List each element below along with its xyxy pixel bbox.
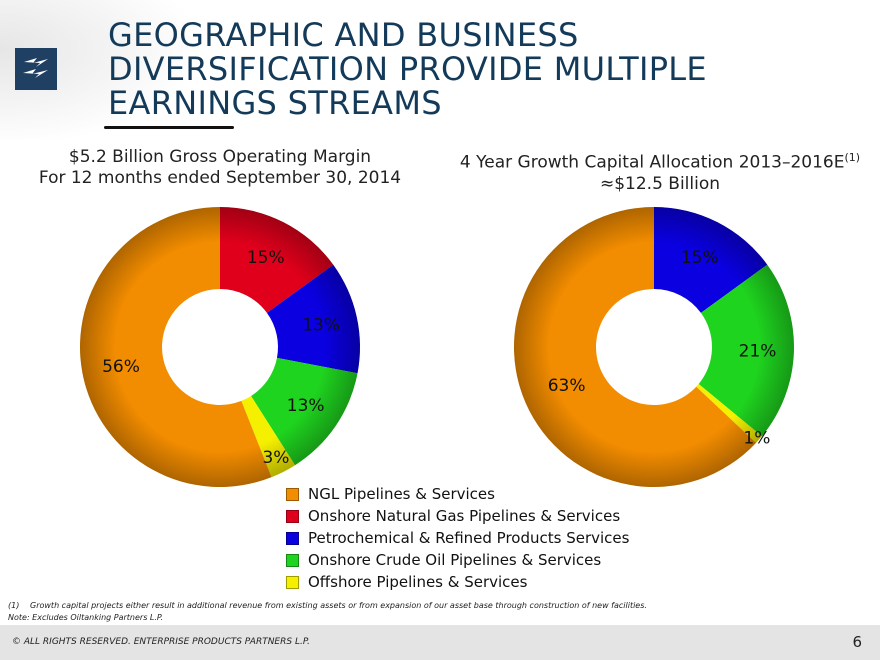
donut-right-slice-shade-offshore-pipelines-services [696, 383, 762, 443]
page-number: 6 [852, 633, 862, 651]
donut-left-label-onshore-crude-oil-pipelines-services: 13% [287, 396, 325, 416]
lightning-logo-icon [23, 58, 48, 78]
footnote-1: (1) Growth capital projects either result… [8, 600, 647, 612]
donut-right-slice-shade-onshore-crude-oil-pipelines-services [698, 264, 794, 437]
donut-right-label-ngl-pipelines-services: 63% [548, 376, 586, 396]
legend-swatch-onshore-crude-oil [286, 553, 299, 567]
legend-label-petrochemical: Petrochemical & Refined Products Service… [308, 529, 630, 547]
chart-legend: NGL Pipelines & Services Onshore Natural… [286, 483, 629, 593]
donut-right-label-petrochemical-refined-products-services: 15% [681, 248, 719, 268]
right-chart-title-footnote-ref: (1) [844, 151, 861, 164]
company-logo [15, 48, 57, 90]
legend-swatch-offshore [286, 575, 299, 589]
legend-swatch-ngl [286, 487, 299, 501]
donut-left-slice-shade-ngl-pipelines-services [79, 207, 272, 487]
footnote-1-number: (1) [8, 601, 20, 610]
right-chart-title: 4 Year Growth Capital Allocation 2013–20… [440, 147, 880, 195]
left-chart-title: $5.2 Billion Gross Operating Margin For … [20, 147, 420, 189]
title-underline [104, 126, 234, 129]
legend-label-onshore-natural-gas: Onshore Natural Gas Pipelines & Services [308, 507, 621, 525]
footnotes: (1) Growth capital projects either result… [8, 600, 647, 624]
donut-right-label-offshore-pipelines-services: 1% [743, 429, 770, 449]
donut-left-label-ngl-pipelines-services: 56% [102, 357, 140, 377]
footnote-note: Note: Excludes Oiltanking Partners L.P. [8, 613, 164, 622]
left-chart-title-line1: $5.2 Billion Gross Operating Margin [68, 147, 372, 167]
legend-item-ngl: NGL Pipelines & Services [286, 483, 629, 505]
footer-bar: © ALL RIGHTS RESERVED. ENTERPRISE PRODUC… [0, 625, 880, 660]
legend-label-onshore-crude-oil: Onshore Crude Oil Pipelines & Services [308, 551, 602, 569]
legend-swatch-petrochemical [286, 531, 299, 545]
right-chart-title-line1: 4 Year Growth Capital Allocation 2013–20… [459, 152, 845, 173]
gross-operating-margin-donut-chart: 15% 13% 13% 3% 56% [79, 207, 360, 487]
page-title: GEOGRAPHIC AND BUSINESS DIVERSIFICATION … [108, 16, 707, 122]
legend-item-petrochemical: Petrochemical & Refined Products Service… [286, 527, 629, 549]
right-chart-title-line2: ≈$12.5 Billion [599, 173, 721, 194]
legend-swatch-onshore-natural-gas [286, 509, 299, 523]
growth-capital-allocation-donut-chart: 15% 21% 1% 63% [514, 207, 794, 487]
donut-left-slice-shade-onshore-crude-oil-pipelines-services [251, 357, 358, 466]
copyright-text: © ALL RIGHTS RESERVED. ENTERPRISE PRODUC… [12, 637, 310, 647]
donut-left-label-onshore-natural-gas-pipelines-services: 15% [247, 248, 285, 268]
donut-left-slice-shade-petrochemical-refined-products-services [266, 264, 360, 374]
donut-right-label-onshore-crude-oil-pipelines-services: 21% [739, 341, 777, 361]
legend-item-offshore: Offshore Pipelines & Services [286, 571, 629, 593]
right-chart-title-line1-wrap: 4 Year Growth Capital Allocation 2013–20… [440, 147, 880, 174]
legend-label-offshore: Offshore Pipelines & Services [308, 573, 528, 591]
donut-left-label-petrochemical-refined-products-services: 13% [302, 315, 340, 335]
donut-left-slice-shade-onshore-natural-gas-pipelines-services [220, 207, 334, 313]
legend-item-onshore-natural-gas: Onshore Natural Gas Pipelines & Services [286, 505, 629, 527]
donut-left-label-offshore-pipelines-services: 3% [262, 448, 289, 468]
donut-left-slice-shade-offshore-pipelines-services [241, 395, 296, 478]
footnote-1-text: Growth capital projects either result in… [30, 601, 647, 610]
legend-item-onshore-crude-oil: Onshore Crude Oil Pipelines & Services [286, 549, 629, 571]
left-chart-title-line2: For 12 months ended September 30, 2014 [38, 168, 402, 188]
legend-label-ngl: NGL Pipelines & Services [308, 485, 495, 503]
donut-right-slice-shade-petrochemical-refined-products-services [654, 207, 768, 313]
donut-right-slice-shade-ngl-pipelines-services [514, 207, 757, 487]
